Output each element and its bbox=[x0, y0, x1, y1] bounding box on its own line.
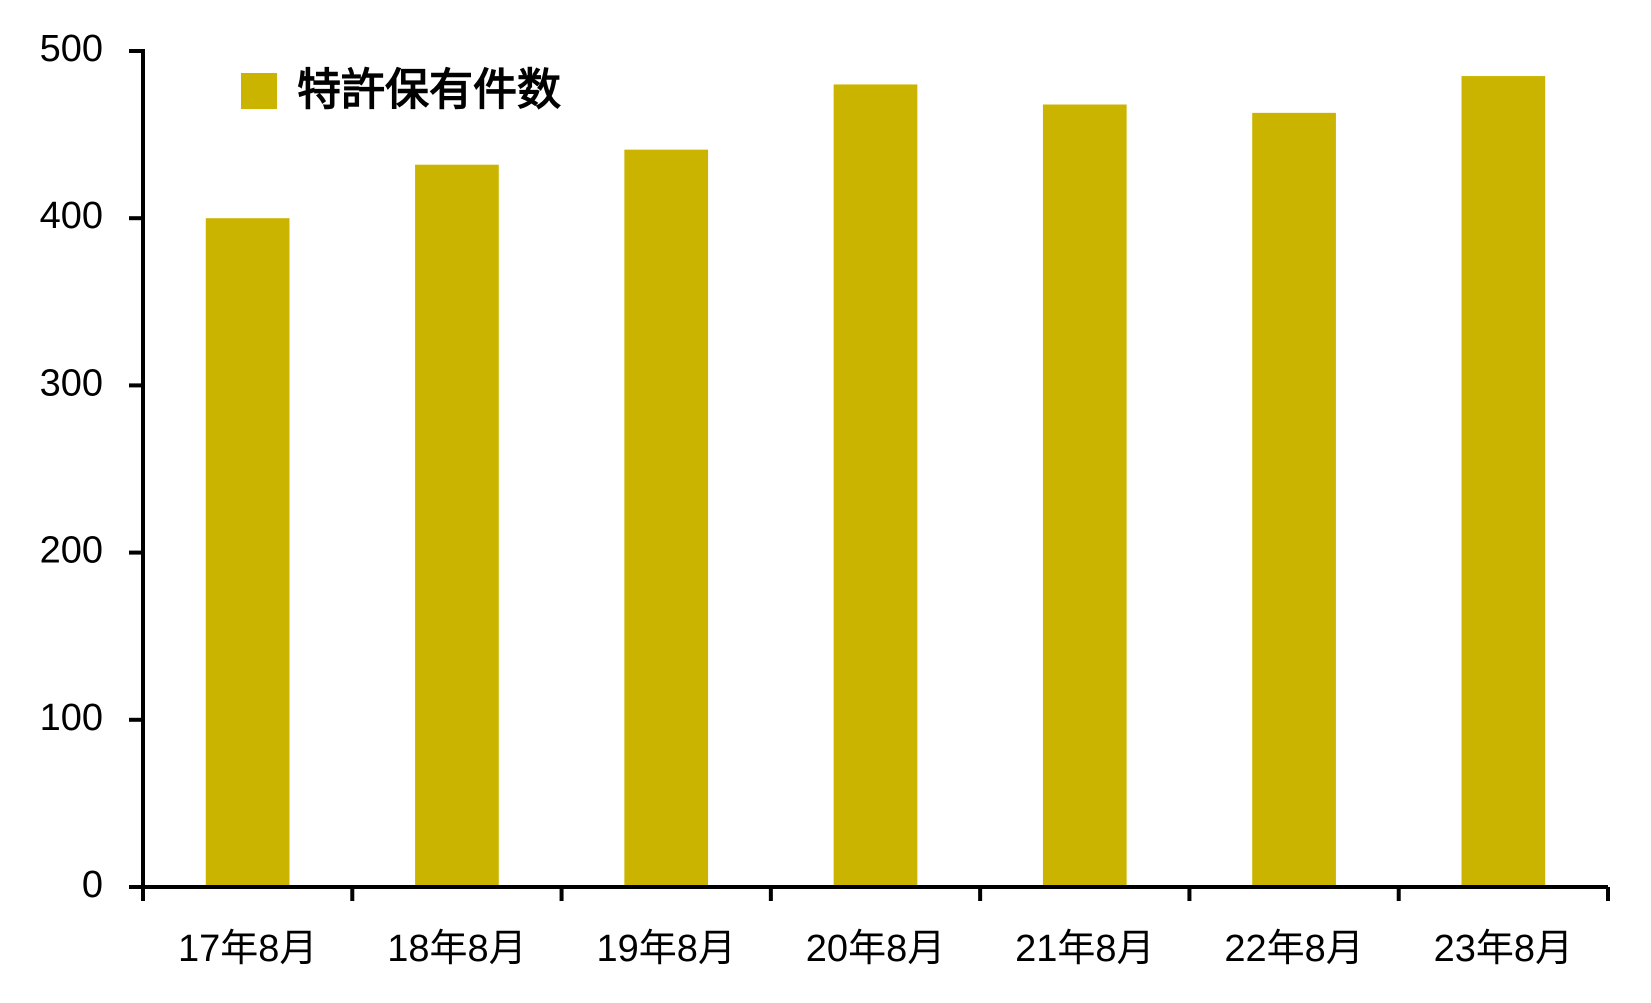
bar bbox=[624, 149, 709, 887]
x-tick-label: 20年8月 bbox=[806, 928, 945, 970]
bar bbox=[833, 84, 918, 887]
bar bbox=[1461, 76, 1546, 887]
y-tick-label: 400 bbox=[40, 195, 103, 237]
x-tick-label: 21年8月 bbox=[1015, 928, 1154, 970]
bar bbox=[205, 218, 290, 887]
bar bbox=[1252, 112, 1336, 887]
bar bbox=[1042, 104, 1127, 887]
legend-label: 特許保有件数 bbox=[297, 66, 561, 115]
y-tick-label: 0 bbox=[82, 864, 103, 906]
x-tick-label: 23年8月 bbox=[1434, 928, 1573, 970]
x-tick-label: 22年8月 bbox=[1224, 928, 1363, 970]
y-tick-label: 500 bbox=[40, 28, 103, 70]
x-tick-label: 17年8月 bbox=[178, 928, 317, 970]
legend-swatch bbox=[241, 73, 277, 109]
x-tick-label: 18年8月 bbox=[387, 928, 526, 970]
x-tick-label: 19年8月 bbox=[597, 928, 736, 970]
y-tick-label: 300 bbox=[40, 362, 103, 404]
y-tick-label: 200 bbox=[40, 530, 103, 572]
bar bbox=[415, 164, 499, 888]
y-tick-label: 100 bbox=[40, 697, 103, 739]
